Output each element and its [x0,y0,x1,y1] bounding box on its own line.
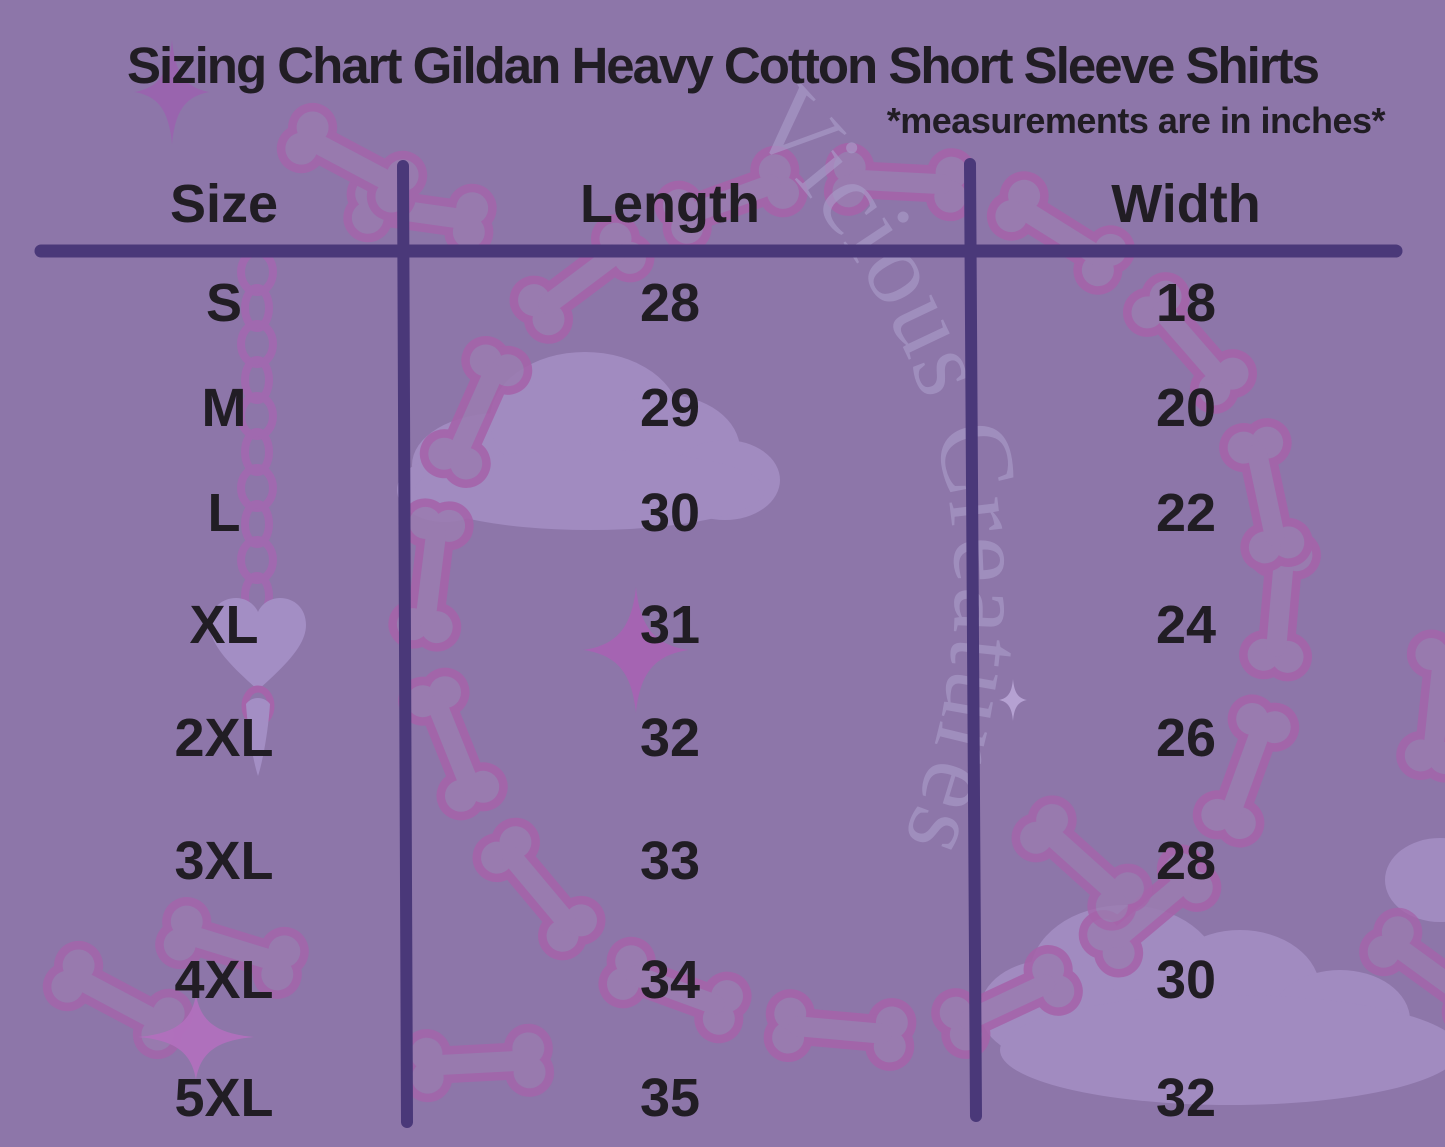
size-cell: S [205,273,243,333]
page-title: Sizing Chart Gildan Heavy Cotton Short S… [126,37,1320,94]
length-cell: 33 [639,831,701,891]
length-cell: 29 [639,378,701,438]
width-cell: 26 [1155,708,1217,768]
size-cell: XL [189,595,259,655]
col-header-length: Length [580,174,760,234]
length-cell: 32 [639,708,701,768]
col-header-size: Size [169,174,279,234]
width-cell: 24 [1155,595,1217,655]
length-cell: 34 [639,950,701,1010]
size-cell: 4XL [174,950,274,1010]
length-cell: 35 [639,1068,701,1128]
length-cell: 31 [639,595,701,655]
width-cell: 18 [1155,273,1217,333]
measurements-note: *measurements are in inches* [886,100,1386,141]
heart-icon [210,598,306,690]
width-cell: 32 [1155,1068,1217,1128]
cloud-center [397,352,780,530]
column-rule-2 [964,158,982,1122]
size-cell: 3XL [174,831,274,891]
column-rule-1 [397,160,413,1128]
size-cell: M [201,378,247,438]
width-cell: 28 [1155,831,1217,891]
cloud-bottom-right [980,838,1445,1105]
col-header-width: Width [1111,174,1261,234]
table-rules [34,158,1403,1128]
size-cell: L [207,483,241,543]
teardrop-icon [246,698,270,776]
length-cell: 28 [639,273,701,333]
size-cell: 2XL [174,708,274,768]
width-cell: 22 [1155,483,1217,543]
size-cell: 5XL [174,1068,274,1128]
width-cell: 20 [1155,378,1217,438]
width-cell: 30 [1155,950,1217,1010]
chain-icon [237,248,277,620]
length-cell: 30 [639,483,701,543]
